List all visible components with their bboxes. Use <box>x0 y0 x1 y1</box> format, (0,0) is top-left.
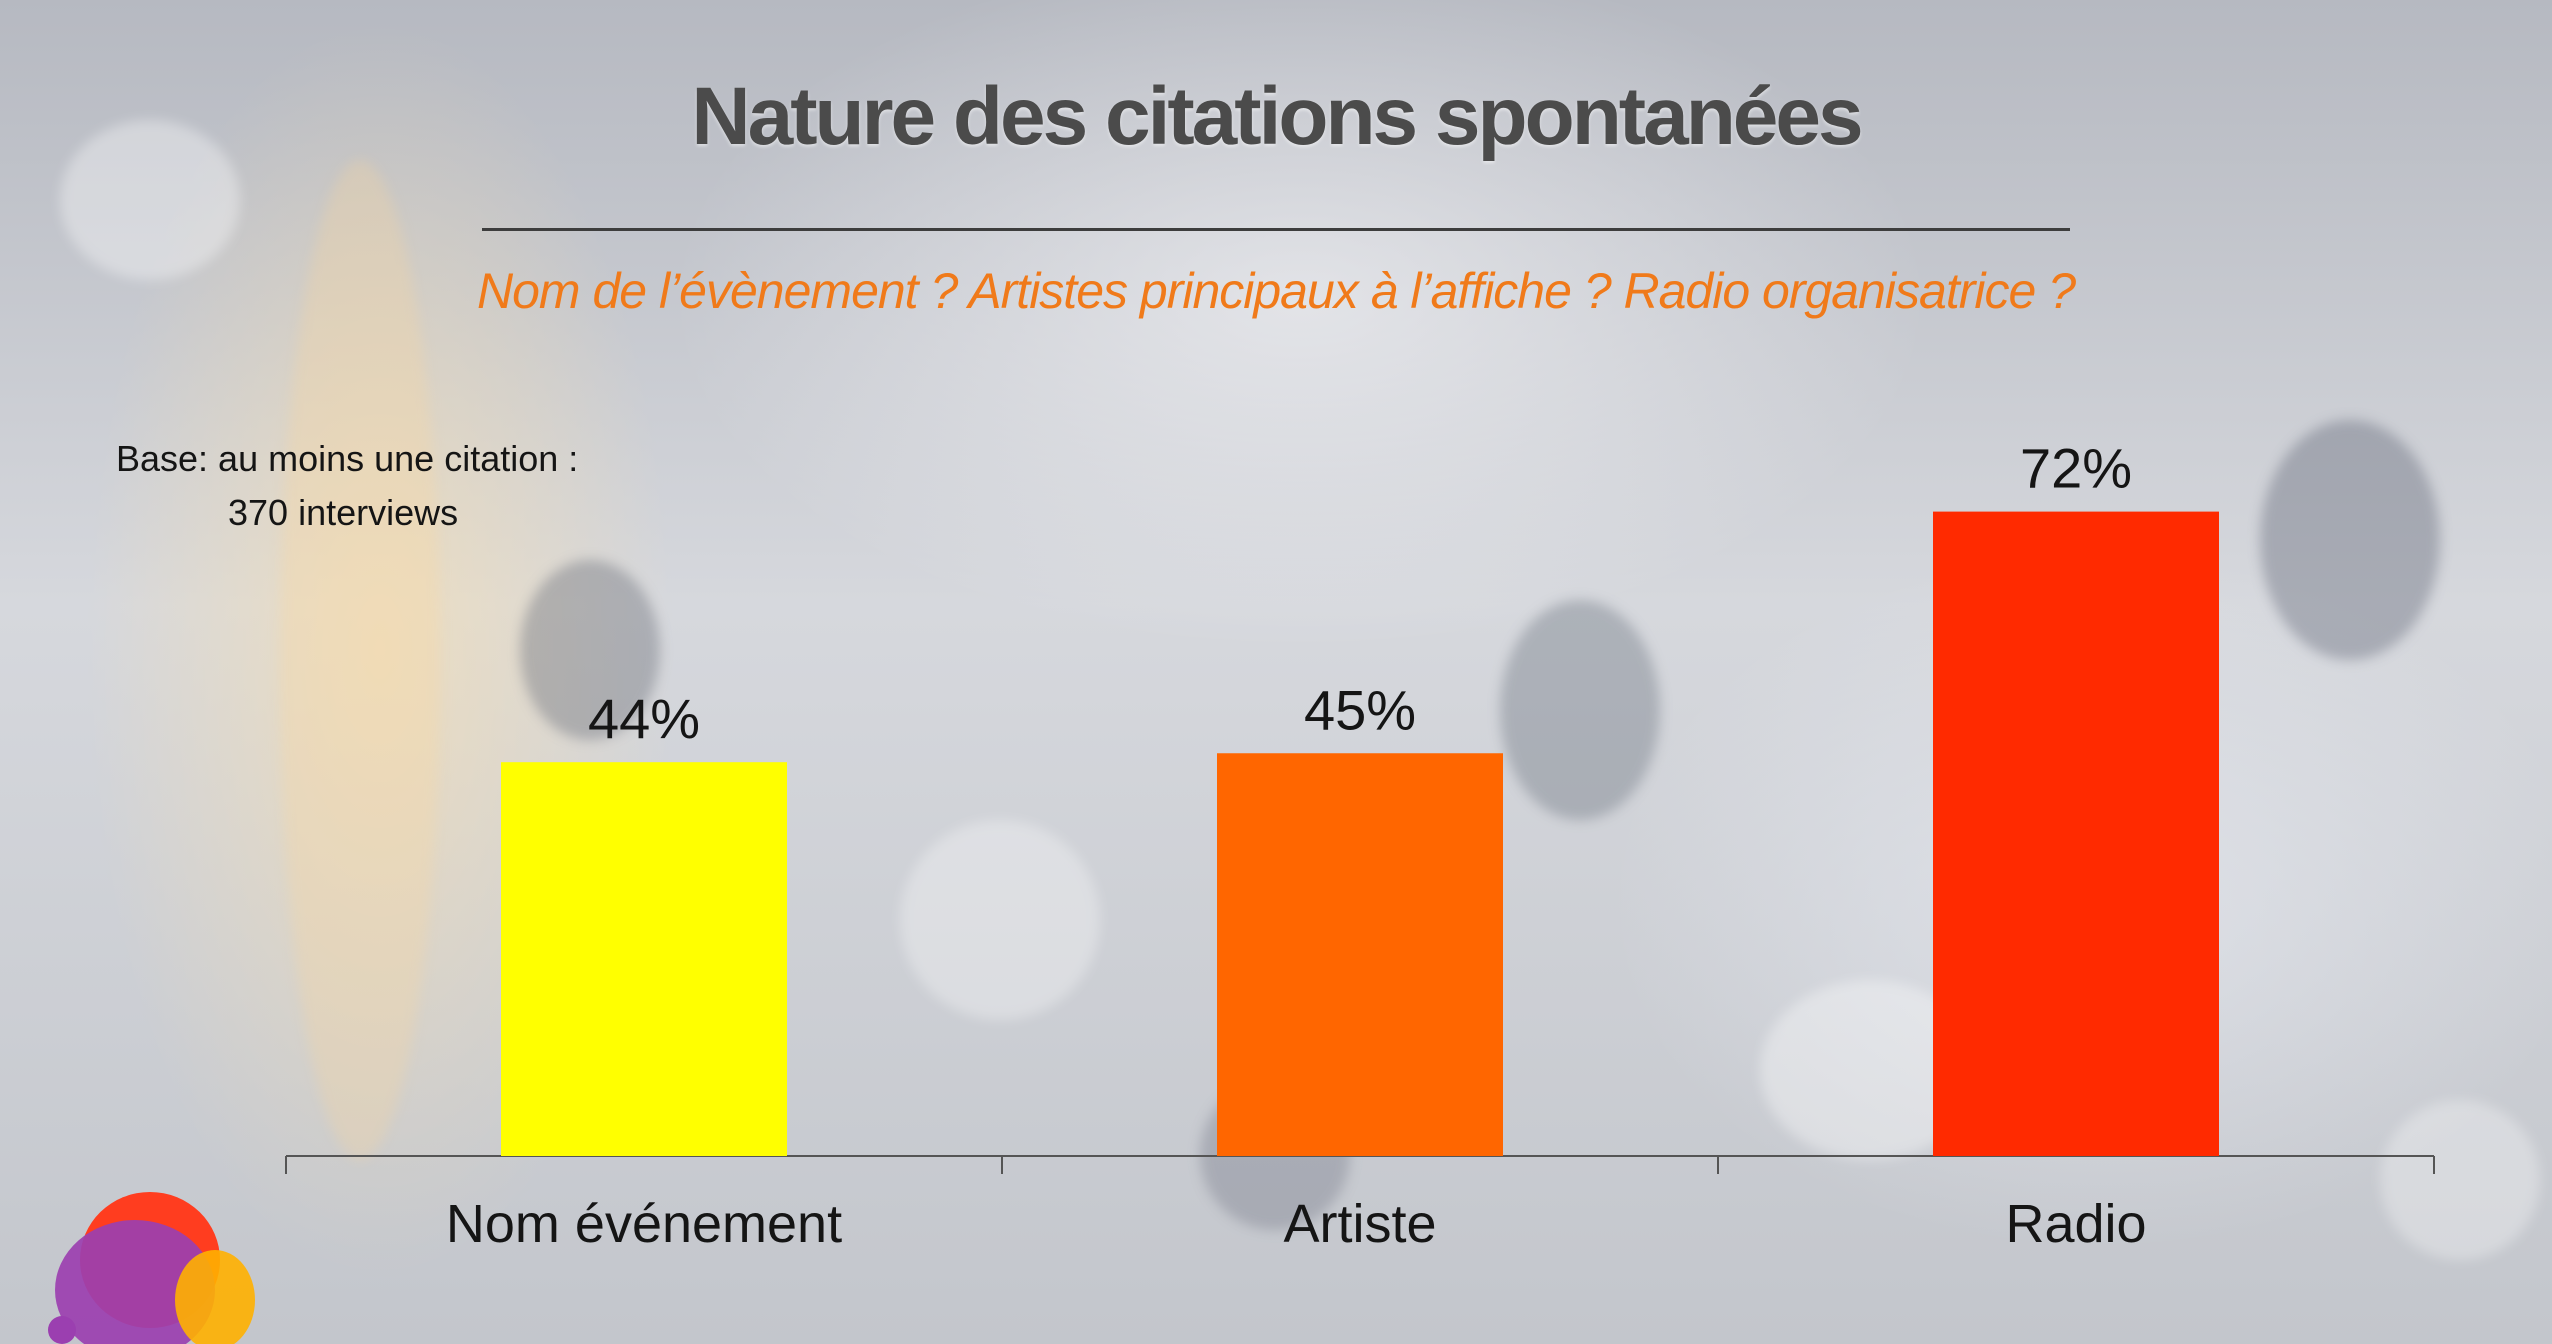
title-divider <box>482 228 2070 231</box>
category-label: Artiste <box>1283 1194 1436 1254</box>
bar <box>1217 753 1503 1156</box>
category-label: Nom événement <box>446 1194 842 1254</box>
base-note-line1: Base: au moins une citation : <box>116 438 579 479</box>
bar <box>501 762 787 1156</box>
data-label: 44% <box>588 687 700 750</box>
base-note-line2: 370 interviews <box>228 492 459 533</box>
data-label: 45% <box>1304 678 1416 741</box>
page-title: Nature des citations spontanées <box>691 71 1863 162</box>
data-label: 72% <box>2020 437 2132 500</box>
brand-logo-icon <box>48 1192 255 1344</box>
base-note: Base: au moins une citation : 370 interv… <box>116 432 578 540</box>
category-label: Radio <box>2005 1194 2146 1254</box>
bar <box>1933 511 2219 1157</box>
page-subtitle: Nom de l’évènement ? Artistes principaux… <box>477 263 2076 319</box>
